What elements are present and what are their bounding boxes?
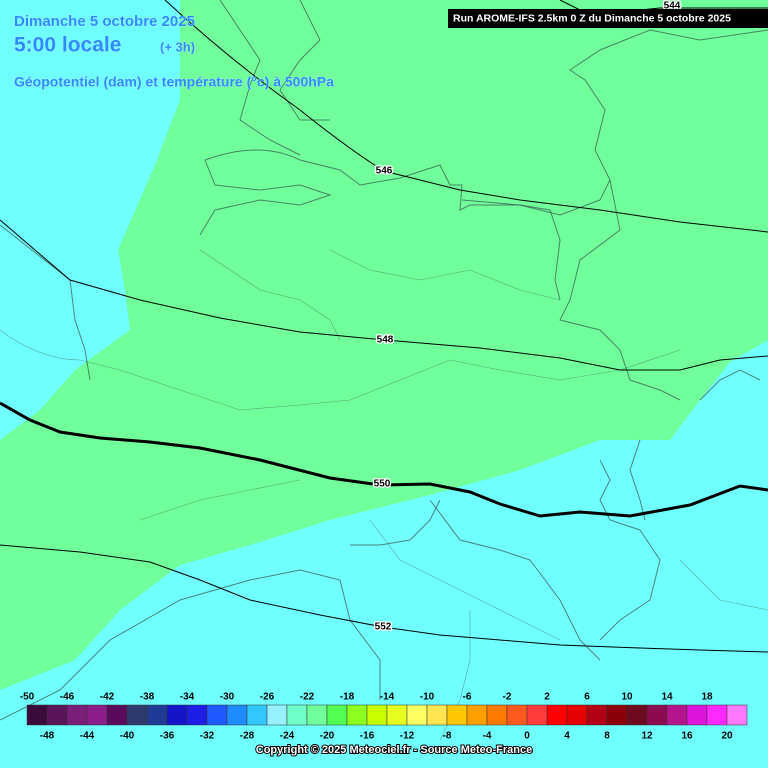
run-banner bbox=[448, 9, 768, 28]
color-swatch bbox=[546, 704, 568, 726]
scale-label: -2 bbox=[503, 692, 512, 703]
scale-label: -6 bbox=[463, 692, 472, 703]
color-swatch bbox=[306, 704, 328, 726]
scale-label: -48 bbox=[40, 731, 55, 742]
color-swatch bbox=[186, 704, 208, 726]
scale-label: -50 bbox=[20, 692, 35, 703]
contour-550 bbox=[0, 401, 768, 518]
color-swatch bbox=[706, 704, 728, 726]
scale-label: -44 bbox=[80, 731, 95, 742]
scale-label: 14 bbox=[661, 692, 673, 703]
color-swatch bbox=[226, 704, 248, 726]
color-swatch bbox=[266, 704, 288, 726]
color-swatch bbox=[46, 704, 68, 726]
scale-label: -4 bbox=[483, 731, 492, 742]
color-swatch bbox=[466, 704, 488, 726]
scale-label: -42 bbox=[100, 692, 115, 703]
scale-label: -38 bbox=[140, 692, 155, 703]
scale-label: -12 bbox=[400, 731, 415, 742]
run-info: Run AROME-IFS 2.5km 0 Z du Dimanche 5 oc… bbox=[453, 12, 731, 24]
color-swatch bbox=[386, 704, 408, 726]
color-scale: -50 -46 -42 -38 -34 -30 -26 -22 -18 -14 -10 -6 -2 2 6 1… bbox=[20, 692, 748, 742]
color-swatch bbox=[246, 704, 268, 726]
color-swatch bbox=[26, 704, 48, 726]
color-swatch bbox=[346, 704, 368, 726]
scale-label: 0 bbox=[524, 731, 530, 742]
color-swatch bbox=[426, 704, 448, 726]
color-swatch bbox=[586, 704, 608, 726]
scale-label: 10 bbox=[621, 692, 633, 703]
color-swatch bbox=[126, 704, 148, 726]
scale-label: -30 bbox=[220, 692, 235, 703]
contour-label: 552 bbox=[375, 622, 392, 633]
scale-label: 12 bbox=[641, 731, 653, 742]
color-swatch bbox=[606, 704, 628, 726]
color-swatch bbox=[686, 704, 708, 726]
color-swatch bbox=[206, 704, 228, 726]
scale-label: -10 bbox=[420, 692, 435, 703]
scale-label: 18 bbox=[701, 692, 713, 703]
scale-label: -26 bbox=[260, 692, 275, 703]
scale-label: 8 bbox=[604, 731, 610, 742]
scale-label: -34 bbox=[180, 692, 195, 703]
color-swatch bbox=[526, 704, 548, 726]
scale-label: -18 bbox=[340, 692, 355, 703]
color-swatch bbox=[86, 704, 108, 726]
copyright: Copyright © 2025 Meteociel.fr - Source M… bbox=[256, 744, 532, 756]
contour-label: 550 bbox=[374, 479, 391, 490]
color-swatch bbox=[166, 704, 188, 726]
color-swatch bbox=[446, 704, 468, 726]
field: Géopotentiel (dam) et température (°c) à… bbox=[14, 74, 334, 90]
scale-label: -16 bbox=[360, 731, 375, 742]
color-swatch bbox=[506, 704, 528, 726]
color-swatch bbox=[326, 704, 348, 726]
date: Dimanche 5 octobre 2025 bbox=[14, 13, 195, 30]
time: 5:00 locale bbox=[14, 34, 121, 57]
contour-label: 548 bbox=[377, 335, 394, 346]
color-swatch bbox=[566, 704, 588, 726]
borders bbox=[0, 0, 768, 741]
scale-label: -14 bbox=[380, 692, 395, 703]
color-swatch bbox=[146, 704, 168, 726]
color-swatch bbox=[406, 704, 428, 726]
scale-label: -22 bbox=[300, 692, 315, 703]
contour-548 bbox=[0, 219, 768, 371]
contour-labels: 544 546 548 550 552 bbox=[372, 0, 682, 634]
offset: (+ 3h) bbox=[160, 39, 195, 54]
color-swatch bbox=[286, 704, 308, 726]
contour-552 bbox=[0, 544, 768, 653]
color-swatch bbox=[486, 704, 508, 726]
scale-label: -32 bbox=[200, 731, 215, 742]
color-swatch bbox=[106, 704, 128, 726]
color-swatch bbox=[366, 704, 388, 726]
scale-label: -46 bbox=[60, 692, 75, 703]
temperature-area bbox=[0, 0, 768, 690]
scale-label: 2 bbox=[544, 692, 550, 703]
color-swatch bbox=[66, 704, 88, 726]
scale-label: -36 bbox=[160, 731, 175, 742]
color-swatch bbox=[626, 704, 648, 726]
scale-label: -28 bbox=[240, 731, 255, 742]
scale-label: 20 bbox=[721, 731, 733, 742]
scale-label: -24 bbox=[280, 731, 295, 742]
isohypses bbox=[0, 0, 768, 653]
color-swatch bbox=[666, 704, 688, 726]
color-swatch bbox=[726, 704, 748, 726]
contour-546 bbox=[164, 0, 768, 233]
scale-label: 16 bbox=[681, 731, 693, 742]
color-swatch bbox=[646, 704, 668, 726]
scale-label: -40 bbox=[120, 731, 135, 742]
scale-label: -20 bbox=[320, 731, 335, 742]
scale-label: 4 bbox=[564, 731, 570, 742]
scale-label: -8 bbox=[443, 731, 452, 742]
contour-label: 546 bbox=[376, 166, 393, 177]
scale-label: 6 bbox=[584, 692, 590, 703]
